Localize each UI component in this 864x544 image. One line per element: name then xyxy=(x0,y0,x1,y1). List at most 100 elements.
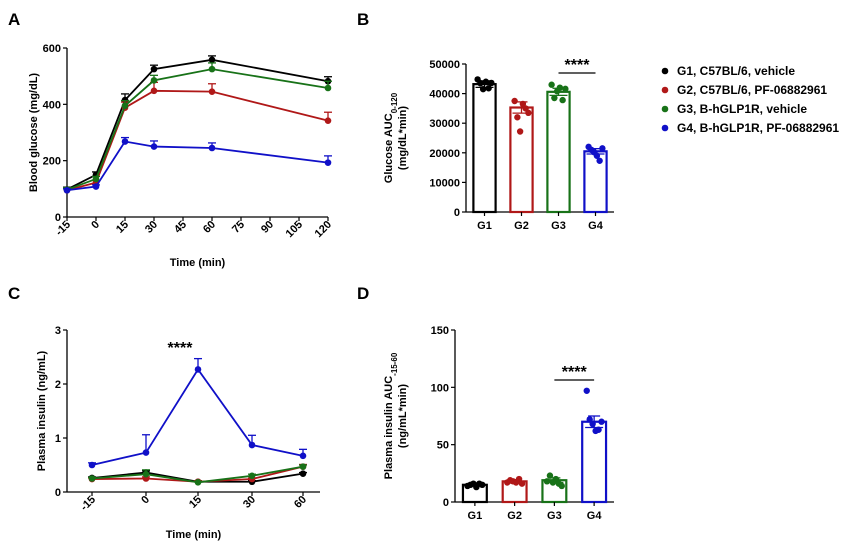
bar xyxy=(509,106,534,214)
individual-point xyxy=(485,85,492,92)
legend-item-g1: G1, C57BL/6, vehicle xyxy=(661,64,795,78)
y-tick-label: 20000 xyxy=(429,148,460,160)
individual-point xyxy=(558,482,565,490)
bar-group-g1: G1 xyxy=(472,76,497,232)
y-tick-label: 1 xyxy=(55,433,61,445)
x-axis-label: Time (min) xyxy=(166,529,222,541)
series-g4 xyxy=(88,357,307,469)
individual-point xyxy=(477,80,484,87)
y-tick-label: 3 xyxy=(55,325,61,337)
y-tick-label: 0 xyxy=(55,212,61,224)
y-tick-label: 100 xyxy=(431,382,449,394)
individual-point xyxy=(589,420,596,428)
data-point xyxy=(150,87,158,95)
x-tick-label: 60 xyxy=(292,494,309,511)
data-point xyxy=(121,102,129,110)
individual-point xyxy=(546,472,554,479)
x-tick-label: 30 xyxy=(241,494,258,511)
y-tick-label: 10000 xyxy=(429,177,460,189)
y-axis-label-subscript: 0-120 xyxy=(390,92,399,113)
individual-point xyxy=(482,78,490,85)
individual-point xyxy=(514,114,521,121)
y-tick-label: 2 xyxy=(55,379,61,391)
data-point xyxy=(142,470,150,478)
series-line xyxy=(66,140,329,192)
individual-point xyxy=(586,416,593,423)
data-point xyxy=(324,159,332,166)
bar-group-g3: G3 xyxy=(546,81,571,232)
x-tick-label: G3 xyxy=(551,220,566,232)
data-point xyxy=(92,175,100,183)
data-point xyxy=(208,144,216,152)
data-point xyxy=(88,461,96,469)
individual-point xyxy=(479,481,486,488)
x-tick-label: 45 xyxy=(172,219,189,236)
legend-label: G4, B-hGLP1R, PF-06882961 xyxy=(677,121,839,135)
series-g3 xyxy=(88,463,307,486)
legend-marker xyxy=(661,124,669,132)
legend-marker xyxy=(661,105,669,113)
x-tick-label: 30 xyxy=(143,219,160,236)
y-tick-label: 0 xyxy=(454,207,460,219)
x-tick-label: G2 xyxy=(507,510,522,522)
y-tick-label: 0 xyxy=(443,497,449,509)
y-tick-label: 150 xyxy=(431,325,449,337)
x-tick-label: 60 xyxy=(201,219,218,236)
bar-group-g4: G4 xyxy=(581,387,608,522)
y-axis-label-units: (mg/dL*min) xyxy=(397,106,409,170)
legend: G1, C57BL/6, vehicle G2, C57BL/6, PF-0688… xyxy=(661,64,839,135)
x-tick-label: 105 xyxy=(284,219,305,240)
data-point xyxy=(248,441,256,449)
data-point xyxy=(121,138,129,145)
series-line xyxy=(91,367,304,466)
panel-letter-d: D xyxy=(357,284,369,303)
x-axis-label: Time (min) xyxy=(170,257,226,269)
individual-point xyxy=(548,81,555,88)
data-point xyxy=(150,143,158,150)
x-tick-label: 75 xyxy=(230,219,247,236)
y-tick-label: 200 xyxy=(43,156,61,168)
bar xyxy=(583,150,608,214)
data-point xyxy=(194,366,202,373)
series-g2 xyxy=(63,81,332,194)
legend-item-g2: G2, C57BL/6, PF-06882961 xyxy=(661,83,827,97)
x-tick-label: 90 xyxy=(259,219,276,236)
y-tick-label: 40000 xyxy=(429,89,460,101)
y-tick-label: 50 xyxy=(437,440,449,452)
bar xyxy=(546,90,571,214)
panel-d-insulin-auc: 0 50 100 150 G1 G2 G3 G4 Plasma insulin AUC-15-6… xyxy=(383,325,614,522)
data-point xyxy=(208,88,216,95)
data-point xyxy=(63,186,71,194)
series-line xyxy=(66,58,329,191)
y-axis-label-units: (ng/mL*min) xyxy=(397,384,409,448)
data-point xyxy=(150,77,158,84)
y-tick-label: 50000 xyxy=(429,59,460,71)
y-tick-label: 0 xyxy=(55,487,61,499)
individual-point xyxy=(562,85,569,93)
individual-point xyxy=(595,426,602,433)
x-tick-label: G3 xyxy=(547,510,562,522)
y-axis-label: Plasma insulin (ng/mL) xyxy=(36,350,48,471)
legend-marker xyxy=(661,86,669,94)
series-line xyxy=(66,68,329,191)
data-point xyxy=(88,475,96,482)
individual-point xyxy=(511,97,518,105)
bar-group-g4: G4 xyxy=(583,143,608,232)
y-axis-label-subscript: -15-60 xyxy=(390,352,399,376)
panel-letter-a: A xyxy=(8,10,20,29)
bar-group-g2: G2 xyxy=(509,97,534,232)
bar xyxy=(472,83,497,214)
individual-point xyxy=(599,145,606,152)
series-g4 xyxy=(63,136,332,194)
series-g1 xyxy=(63,55,332,193)
individual-point xyxy=(583,387,590,394)
significance-stars: **** xyxy=(562,364,588,381)
individual-point xyxy=(543,478,551,485)
y-tick-label: 30000 xyxy=(429,118,460,130)
individual-point xyxy=(596,157,603,164)
legend-label: G3, B-hGLP1R, vehicle xyxy=(677,102,807,116)
x-tick-label: 15 xyxy=(187,494,204,511)
data-point xyxy=(150,65,158,73)
